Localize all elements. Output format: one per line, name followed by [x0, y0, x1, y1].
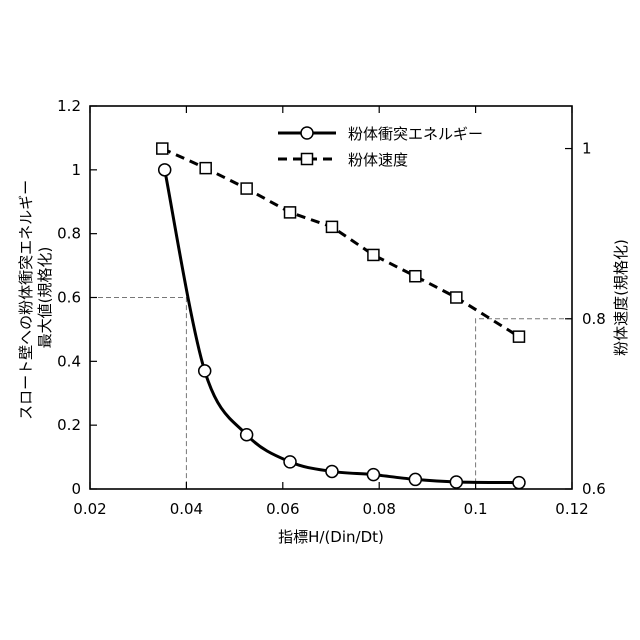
series-line-energy [163, 169, 519, 485]
legend-marker-circle [300, 126, 314, 140]
left-y-tick-label: 0.6 [57, 289, 81, 307]
left-y-tick-label: 0 [71, 480, 81, 498]
velocity-point [325, 220, 339, 234]
reference-line-left [90, 297, 187, 489]
reference-lines [90, 297, 572, 489]
x-tick-label: 0.06 [266, 500, 299, 518]
right-y-axis-title: 粉体速度(規格化) [612, 239, 630, 356]
velocity-point [199, 161, 212, 175]
series-layer [156, 142, 526, 490]
energy-point [512, 475, 526, 490]
velocity-point [156, 142, 169, 155]
energy-point [197, 364, 212, 378]
left-y-axis-title-line-1: スロート壁への粉体衝突エネルギー [17, 180, 35, 420]
left-y-tick-label: 1.2 [57, 97, 81, 115]
left-y-tick-label: 0.8 [57, 225, 81, 243]
x-tick-label: 0.08 [362, 500, 395, 518]
velocity-point [283, 206, 297, 219]
legend-label-energy: 粉体衝突エネルギー [348, 125, 483, 143]
velocity-point [367, 248, 380, 262]
right-y-tick-label: 1 [582, 140, 592, 158]
velocity-point [240, 182, 253, 195]
left-y-tick-label: 0.4 [57, 352, 81, 370]
energy-point [325, 464, 339, 479]
velocity-point [512, 330, 526, 343]
left-y-axis-title-line-2: 最大値(規格化) [36, 247, 54, 349]
energy-point [157, 163, 172, 177]
x-tick-label: 0.12 [555, 500, 588, 518]
right-y-tick-label: 0.8 [582, 310, 606, 328]
x-axis-title: 指標H/(Din/Dt) [278, 528, 384, 546]
velocity-point [450, 291, 463, 304]
left-y-tick-label: 0.2 [57, 416, 81, 434]
energy-point [283, 455, 297, 469]
velocity-point [409, 269, 422, 283]
energy-point [366, 467, 381, 482]
energy-point [239, 427, 254, 442]
legend-label-velocity: 粉体速度 [348, 151, 408, 169]
right-y-tick-label: 0.6 [582, 480, 606, 498]
energy-point [408, 472, 423, 487]
x-tick-label: 0.02 [73, 500, 106, 518]
left-y-tick-label: 1 [71, 161, 81, 179]
reference-line-right [475, 318, 572, 489]
legend-marker-square [300, 152, 314, 166]
energy-point [449, 475, 464, 489]
legend: 粉体衝突エネルギー 粉体速度 [278, 125, 483, 169]
ticks: 0.02 0.04 0.06 0.08 0.1 0.12 0 0.2 0.4 0.6 0.8 1 1.2… [57, 97, 606, 518]
x-tick-label: 0.1 [464, 500, 488, 518]
x-tick-label: 0.04 [170, 500, 203, 518]
series-line-velocity [161, 147, 520, 338]
left-y-axis-title: スロート壁への粉体衝突エネルギー 最大値(規格化) [17, 175, 54, 420]
